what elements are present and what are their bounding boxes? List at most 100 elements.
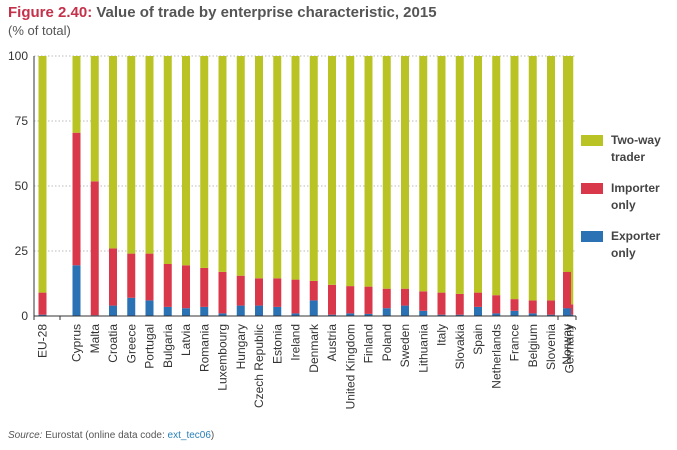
bar-segment-exporter — [273, 306, 282, 316]
bar-segment-exporter — [510, 310, 519, 316]
bar-segment-importer — [474, 292, 482, 307]
source-close: ) — [210, 430, 215, 441]
bar-segment-importer — [437, 292, 446, 315]
bar-segment-importer — [510, 299, 519, 311]
title-text: Value of trade by enterprise characteris… — [96, 4, 437, 21]
source-code-link[interactable]: ext_tec06 — [167, 430, 211, 441]
bar-segment-two-way — [255, 56, 263, 279]
bar-segment-exporter — [72, 265, 81, 316]
bar-segment-two-way — [547, 56, 555, 301]
bar-segment-two-way — [455, 56, 464, 294]
legend-item-two-way: Two-way trader — [581, 132, 676, 180]
bar-segment-exporter — [291, 313, 300, 316]
bar-segment-importer — [492, 295, 501, 314]
bar-segment-importer — [236, 275, 245, 306]
x-tick-label: Lithuania — [416, 324, 430, 373]
bar-segment-exporter — [218, 313, 227, 316]
bar-segment-importer — [455, 293, 464, 315]
x-tick-label: Czech Republic — [252, 324, 266, 408]
bar-segment-two-way — [474, 56, 482, 293]
figure-label: Figure 2.40: — [8, 4, 93, 21]
bar-segment-two-way — [382, 56, 391, 289]
chart-title: Figure 2.40: Value of trade by enterpris… — [8, 4, 437, 21]
bar-segment-importer — [328, 284, 336, 315]
bar-segment-importer — [163, 264, 172, 307]
bar-segment-importer — [218, 271, 227, 314]
x-tick-label: Estonia — [270, 324, 284, 364]
bar-segment-importer — [563, 271, 571, 309]
x-tick-label: Romania — [197, 324, 211, 372]
legend-item-exporter: Exporter only — [581, 228, 676, 276]
bar-segment-exporter — [401, 305, 409, 316]
x-tick-label: Bulgaria — [161, 324, 175, 368]
bar-segment-exporter — [474, 306, 482, 316]
bar-segment-two-way — [200, 56, 209, 268]
bar-segment-importer — [127, 253, 136, 298]
x-tick-label: Ireland — [289, 324, 303, 361]
x-tick-label: Austria — [325, 324, 339, 362]
x-tick-label: Slovakia — [453, 324, 467, 370]
bar-segment-two-way — [273, 56, 282, 279]
x-tick-label: EU-28 — [36, 324, 50, 358]
bar-segment-exporter — [455, 314, 464, 316]
legend-label-importer: Importer only — [611, 181, 660, 212]
bar-segment-exporter — [563, 308, 571, 316]
bar-segment-exporter — [382, 308, 391, 316]
legend-label-two-way: Two-way trader — [611, 133, 661, 164]
bar-segment-exporter — [163, 306, 172, 316]
legend-swatch-exporter — [581, 231, 603, 242]
bar-segment-two-way — [328, 56, 336, 285]
x-tick-label: Norway — [560, 324, 574, 365]
source-text: Eurostat (online data code: — [42, 430, 168, 441]
y-tick-label: 100 — [8, 49, 28, 63]
bar-segment-exporter — [255, 305, 263, 316]
bar-segment-two-way — [510, 56, 519, 300]
bar-segment-importer — [109, 248, 117, 306]
bar-segment-two-way — [218, 56, 227, 272]
x-tick-label: Luxembourg — [216, 324, 230, 391]
bar-segment-importer — [72, 132, 81, 266]
bar-segment-exporter — [182, 308, 190, 316]
x-tick-label: Hungary — [234, 324, 248, 369]
bar-segment-two-way — [309, 56, 318, 281]
bar-segment-two-way — [437, 56, 446, 293]
x-tick-label: Spain — [471, 324, 485, 355]
legend: Two-way trader Importer only Exporter only — [581, 132, 676, 276]
bar-segment-importer — [346, 286, 355, 314]
legend-swatch-importer — [581, 183, 603, 194]
bar-segment-exporter — [528, 313, 537, 316]
x-tick-label: Denmark — [307, 323, 321, 373]
bar-segment-exporter — [346, 313, 355, 316]
x-tick-label: Finland — [362, 324, 376, 363]
bar-segment-importer — [547, 300, 555, 315]
stacked-bar-chart: 0 25 50 75 100 EU-28 Cyprus Malta Croatia Greece P… — [8, 49, 577, 409]
bar-segment-importer — [182, 265, 190, 309]
legend-label-exporter: Exporter only — [611, 229, 661, 260]
bar-segment-exporter — [109, 305, 117, 316]
x-tick-label: Italy — [435, 324, 449, 346]
bar-segment-importer — [291, 279, 300, 314]
legend-item-importer: Importer only — [581, 180, 676, 228]
bar-segment-two-way — [236, 56, 245, 276]
x-tick-label: France — [508, 324, 522, 362]
bar-segment-two-way — [346, 56, 355, 287]
bar-segment-two-way — [72, 56, 81, 133]
bar-segment-importer — [309, 280, 318, 301]
bar-segment-exporter — [38, 314, 47, 316]
bar-segment-importer — [273, 278, 282, 307]
x-tick-label: Croatia — [106, 324, 120, 363]
bar-segment-importer — [200, 267, 209, 307]
y-tick-label: 50 — [15, 179, 29, 193]
x-tick-label: Slovenia — [544, 324, 558, 370]
bar-segment-two-way — [291, 56, 300, 280]
bar-segment-exporter — [236, 305, 245, 316]
bar-segment-exporter — [364, 313, 373, 316]
x-tick-label: Belgium — [526, 324, 540, 367]
bar-segment-two-way — [563, 56, 571, 272]
bar-segment-importer — [90, 181, 99, 316]
legend-swatch-two-way — [581, 135, 603, 146]
bar-segment-two-way — [364, 56, 373, 287]
x-tick-label: Poland — [380, 324, 394, 361]
bar-segment-exporter — [328, 314, 336, 316]
bar-segment-importer — [145, 253, 154, 301]
